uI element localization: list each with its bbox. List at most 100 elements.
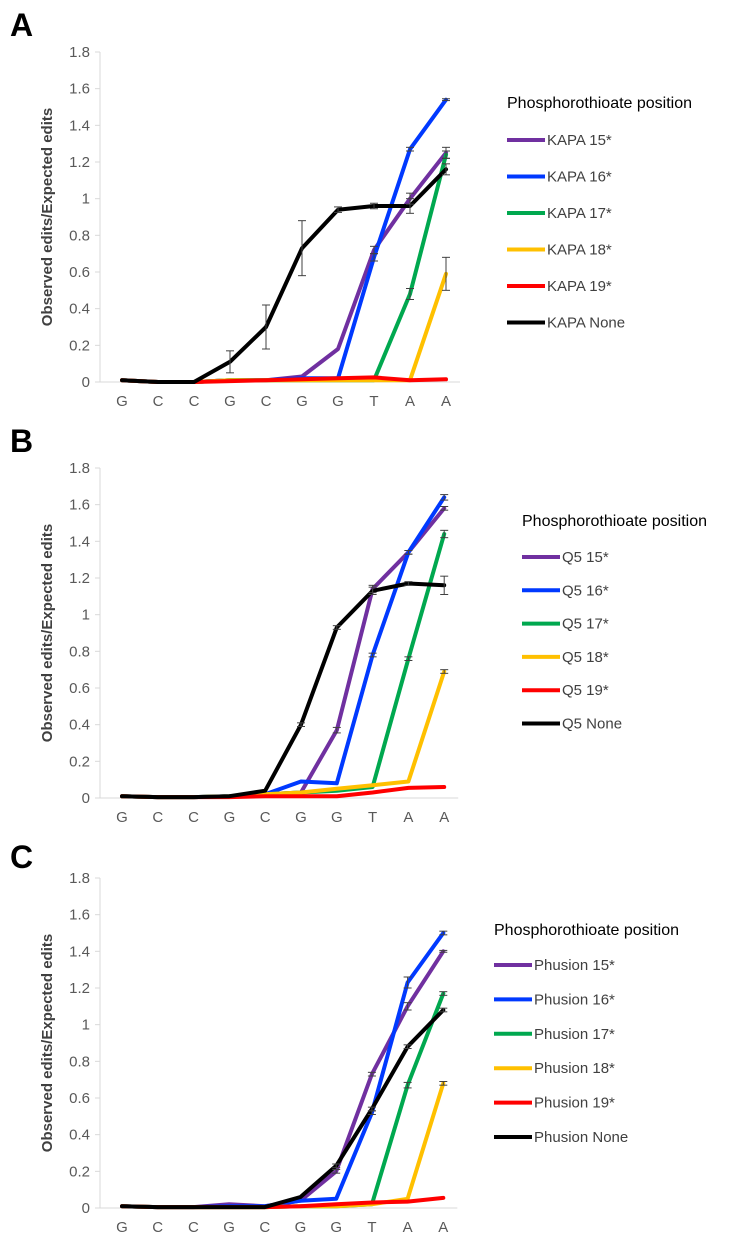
y-tick-label: 1.8 [69,460,90,477]
series-line-phusion-18 [120,1081,446,1210]
y-tick-label: 0.4 [69,301,90,318]
legend-title: Phosphorothioate position [507,95,692,112]
y-tick-label: 0.8 [69,1053,90,1070]
error-bar [404,581,413,586]
legend-item: Q5 16* [522,582,609,599]
legend-label: KAPA 16* [547,169,612,186]
y-axis-title: Observed edits/Expected edits [39,524,56,742]
x-tick-label: A [441,393,451,410]
chart-panel-b: B 0 0.2 0.4 0.6 0.8 1 1.2 1.4 1.6 1.8 G C C G C G G T A A Obs… [10,423,707,826]
y-tick-label: 0.8 [69,643,90,660]
x-tick-label: G [116,1219,128,1236]
x-tick-label: C [188,1219,199,1236]
error-bar [368,652,377,658]
x-tick-label: C [189,393,200,410]
y-tick-label: 1.2 [69,154,90,171]
legend: Phosphorothioate position Phusion 15* Phus… [494,922,679,1146]
x-tick-label: C [153,393,164,410]
error-bar [406,146,414,152]
panel-letter: B [10,423,33,459]
series-line-kapa-none [120,167,448,384]
legend-item: KAPA None [507,315,625,332]
x-tick-label: G [223,1219,235,1236]
y-tick-label: 0.2 [69,337,90,354]
y-tick-label: 1.4 [69,943,90,960]
y-tick-label: 1.6 [69,497,90,514]
panel-letter: A [10,7,33,43]
y-tick-label: 0 [82,790,90,807]
error-bar [332,726,341,734]
x-tick-label: A [405,393,415,410]
legend-label: KAPA 15* [547,132,612,149]
chart-panel-c: C 0 0.2 0.4 0.6 0.8 1 1.2 1.4 1.6 1.8 G C C G C G G T A A Obs… [10,839,679,1236]
x-tick-label: G [295,1219,307,1236]
legend-title: Phosphorothioate position [522,513,707,530]
legend-item: Phusion 15* [494,957,615,974]
error-bar [440,506,449,511]
legend-item: Phusion 16* [494,991,615,1008]
legend-item: Phusion None [494,1129,628,1146]
legend-label: KAPA None [547,315,625,332]
x-tick-label: A [403,1219,413,1236]
x-tick-label: C [259,1219,270,1236]
y-tick-label: 1 [82,607,90,624]
x-tick-label: C [260,809,271,826]
legend-label: Phusion None [534,1129,628,1146]
error-bar [439,991,448,996]
error-bar [442,256,450,291]
x-tick-label: A [439,809,449,826]
y-tick-label: 0 [82,374,90,391]
error-bar [406,288,414,300]
error-bar [440,529,449,539]
x-tick-label: G [331,809,343,826]
y-tick-label: 1.6 [69,907,90,924]
x-tick-label: C [152,1219,163,1236]
y-tick-label: 1.4 [69,533,90,550]
error-bar [403,1002,412,1011]
error-bar [442,163,450,176]
legend-label: Q5 15* [562,549,609,566]
legend-label: KAPA 19* [547,278,612,295]
y-tick-label: 0.4 [69,1127,90,1144]
legend-item: KAPA 18* [507,242,612,259]
y-tick-label: 0.6 [69,264,90,281]
legend-label: Q5 19* [562,682,609,699]
y-tick-label: 0.2 [69,1163,90,1180]
legend-label: Q5 17* [562,616,609,633]
legend-item: Phusion 18* [494,1060,615,1077]
series-line-phusion-15 [120,949,446,1210]
y-tick-label: 1.8 [69,870,90,887]
x-tick-label: T [369,393,378,410]
legend-item: Q5 18* [522,649,609,666]
legend-item: Phusion 17* [494,1026,615,1043]
series-line-kapa-16 [120,97,448,384]
legend-item: KAPA 15* [507,132,612,149]
error-bar [332,625,341,630]
error-bar [406,198,414,214]
error-bar [442,150,450,159]
x-tick-label: G [296,393,308,410]
legend: Phosphorothioate position Q5 15* Q5 16* Q5 … [522,513,707,733]
x-tick-label: G [224,809,236,826]
error-bar [440,575,449,595]
error-bar [439,1081,448,1086]
error-bar [439,949,448,953]
error-bar [442,98,450,102]
x-tick-label: C [152,809,163,826]
error-bar [332,1169,341,1174]
legend-label: KAPA 18* [547,242,612,259]
series-line-q5-none [120,581,447,800]
y-tick-label: 1 [82,1017,90,1034]
error-bar [403,976,412,989]
x-tick-label: G [116,809,128,826]
x-tick-label: A [438,1219,448,1236]
error-bar [404,656,413,661]
legend: Phosphorothioate position KAPA 15* KAPA 16… [507,95,692,332]
y-tick-label: 1.6 [69,81,90,98]
x-tick-label: T [367,1219,376,1236]
chart-panel-a: A 0 0.2 0.4 0.6 0.8 1 1.2 1.4 1.6 1.8 G C C G C G G T A A Obs… [10,7,692,410]
error-bar [403,1081,412,1089]
legend-title: Phosphorothioate position [494,922,679,939]
series-line-q5-18 [120,669,447,800]
x-tick-label: C [261,393,272,410]
